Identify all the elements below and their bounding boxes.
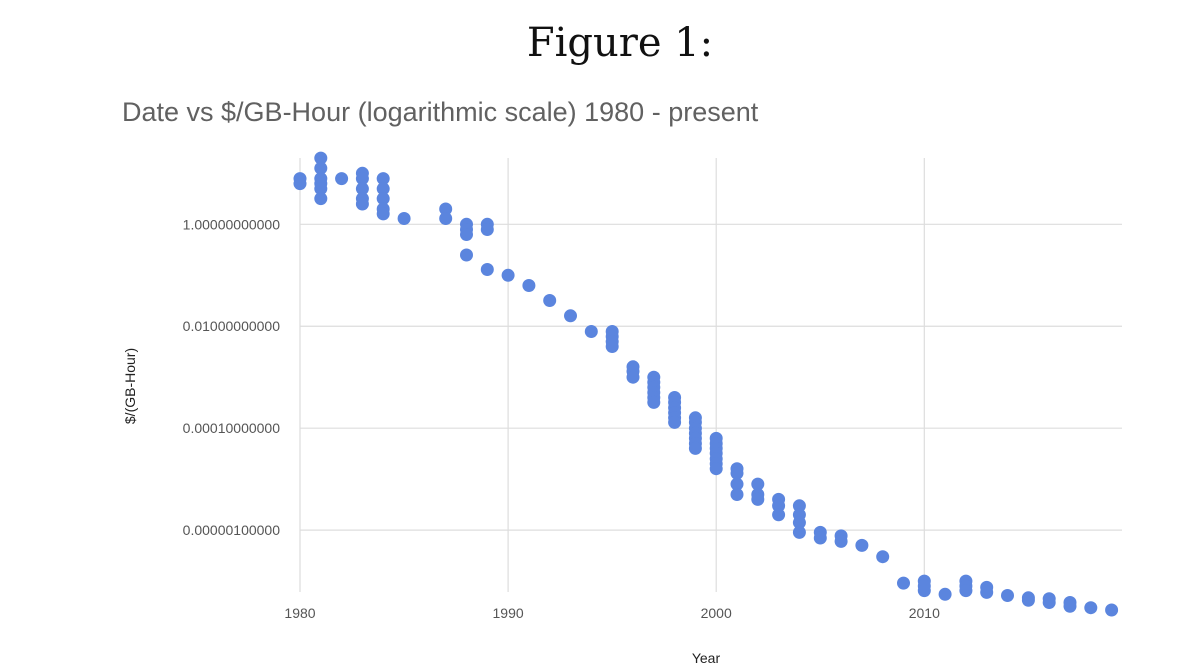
data-point <box>543 294 557 307</box>
data-point <box>813 531 827 545</box>
data-point <box>335 172 349 186</box>
data-point <box>460 228 473 241</box>
grid-lines <box>299 158 1122 592</box>
data-point <box>355 172 369 186</box>
data-point <box>314 161 328 175</box>
data-point <box>855 538 869 552</box>
data-point <box>376 182 390 196</box>
data-point <box>293 177 307 191</box>
y-tick-label: 0.00000100000 <box>183 522 281 538</box>
data-point <box>688 441 702 455</box>
x-tick-label: 2000 <box>701 605 732 621</box>
data-point <box>959 584 973 598</box>
data-point <box>751 492 765 506</box>
data-point <box>772 508 786 522</box>
data-point <box>355 182 369 196</box>
data-point <box>751 477 765 491</box>
data-points <box>293 151 1119 617</box>
data-point <box>1084 601 1098 615</box>
data-point <box>1063 599 1077 613</box>
data-point <box>480 263 494 276</box>
data-point <box>522 279 536 292</box>
data-point <box>355 197 369 211</box>
data-point <box>1021 593 1035 607</box>
data-point <box>376 172 390 186</box>
data-point <box>730 466 744 480</box>
y-tick-label: 1.00000000000 <box>183 216 281 232</box>
data-point <box>584 325 598 338</box>
x-tick-label: 1980 <box>284 605 315 621</box>
axis-ticks: 1980 1990 2000 2010 1.00000000000 0.010000000… <box>183 216 940 621</box>
x-tick-label: 2010 <box>909 605 940 621</box>
data-point <box>668 415 682 429</box>
data-point <box>564 309 577 323</box>
data-point <box>1105 603 1119 617</box>
y-tick-label: 0.00010000000 <box>183 420 281 436</box>
data-point <box>1042 596 1056 609</box>
data-point <box>876 550 890 564</box>
y-axis-title: $/(GB-Hour) <box>122 348 138 424</box>
data-point <box>730 488 744 501</box>
data-point <box>397 212 411 225</box>
data-point <box>605 340 619 353</box>
data-point <box>834 534 848 548</box>
y-tick-label: 0.01000000000 <box>183 318 281 334</box>
data-point <box>439 212 453 225</box>
data-point <box>938 587 952 601</box>
data-point <box>980 585 994 599</box>
data-point <box>709 462 723 476</box>
chart-title: Date vs $/GB-Hour (logarithmic scale) 19… <box>122 97 759 127</box>
data-point <box>730 477 744 491</box>
data-point <box>792 516 806 530</box>
data-point <box>897 576 910 590</box>
data-point <box>439 202 453 216</box>
data-point <box>460 248 473 262</box>
data-point <box>314 182 328 196</box>
data-point <box>917 584 931 598</box>
data-point <box>792 499 806 513</box>
data-point <box>501 268 515 282</box>
data-point <box>647 395 661 409</box>
data-point <box>480 223 494 236</box>
data-point <box>792 525 806 539</box>
data-point <box>376 192 390 206</box>
figure-caption: Figure 1: <box>526 20 714 66</box>
data-point <box>314 192 328 206</box>
data-point <box>626 370 640 384</box>
data-point <box>1001 589 1014 602</box>
data-point <box>314 151 328 165</box>
x-tick-label: 1990 <box>493 605 524 621</box>
data-point <box>772 499 786 513</box>
x-axis-title: Year <box>692 650 721 666</box>
data-point <box>376 207 390 221</box>
